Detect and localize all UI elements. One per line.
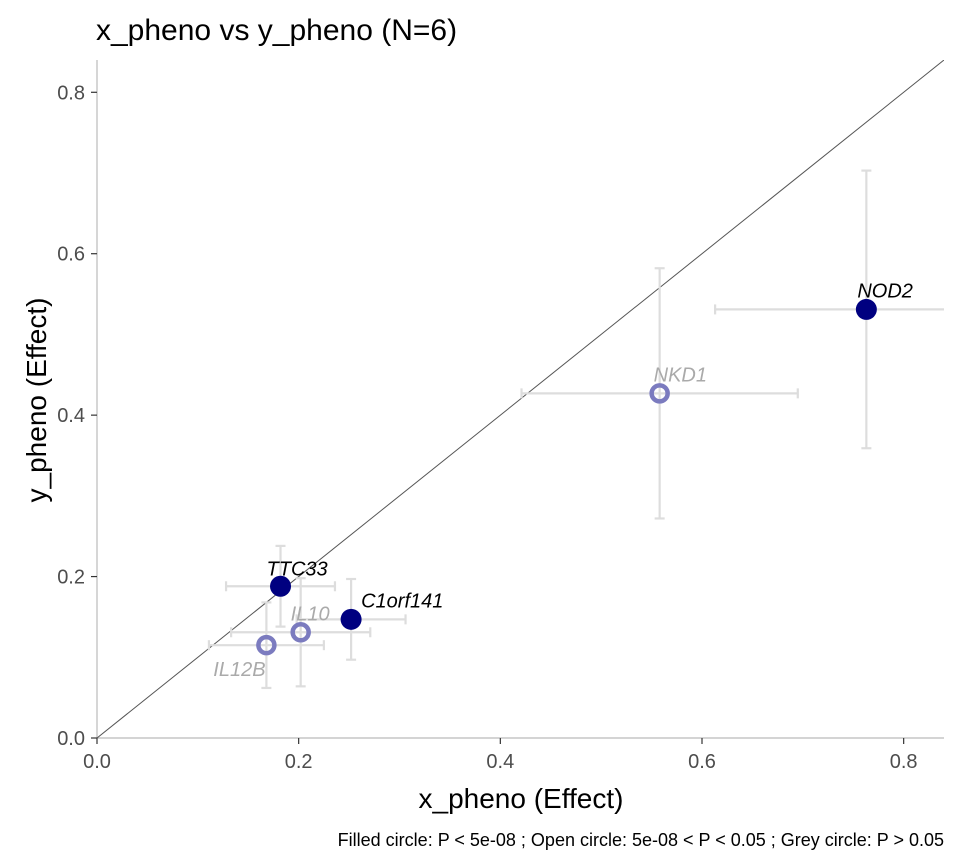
data-point-open (290, 622, 311, 643)
data-point-filled (855, 298, 877, 320)
y-tick-label: 0.4 (57, 405, 85, 427)
point-label: NOD2 (857, 280, 913, 302)
x-tick-label: 0.8 (890, 751, 918, 773)
y-axis-title: y_pheno (Effect) (21, 298, 52, 503)
point-label: TTC33 (267, 558, 328, 580)
point-label: IL12B (213, 659, 265, 681)
data-point-filled (270, 575, 292, 597)
x-axis-title: x_pheno (Effect) (419, 783, 624, 814)
point-label: IL10 (291, 603, 330, 625)
data-point-open (649, 383, 670, 404)
x-tick-label: 0.2 (285, 751, 313, 773)
y-tick-label: 0.2 (57, 567, 85, 589)
x-tick-label: 0.4 (486, 751, 514, 773)
x-tick-label: 0.0 (83, 751, 111, 773)
y-tick-label: 0.6 (57, 244, 85, 266)
plot-area: 0.0 0.2 0.4 0.6 0.8 0.0 0.2 0.4 0.6 0.8 NOD2 NKD1 TT… (57, 60, 944, 773)
point-label: NKD1 (654, 364, 707, 386)
data-point-open (256, 634, 277, 656)
y-tick-label: 0.0 (57, 728, 85, 750)
chart-title: x_pheno vs y_pheno (N=6) (96, 14, 457, 47)
reference-line (97, 60, 944, 738)
x-tick-label: 0.6 (688, 751, 716, 773)
chart-caption: Filled circle: P < 5e-08 ; Open circle: … (338, 830, 944, 850)
y-tick-label: 0.8 (57, 82, 85, 104)
data-point-filled (340, 608, 362, 630)
point-label: C1orf141 (361, 590, 443, 612)
